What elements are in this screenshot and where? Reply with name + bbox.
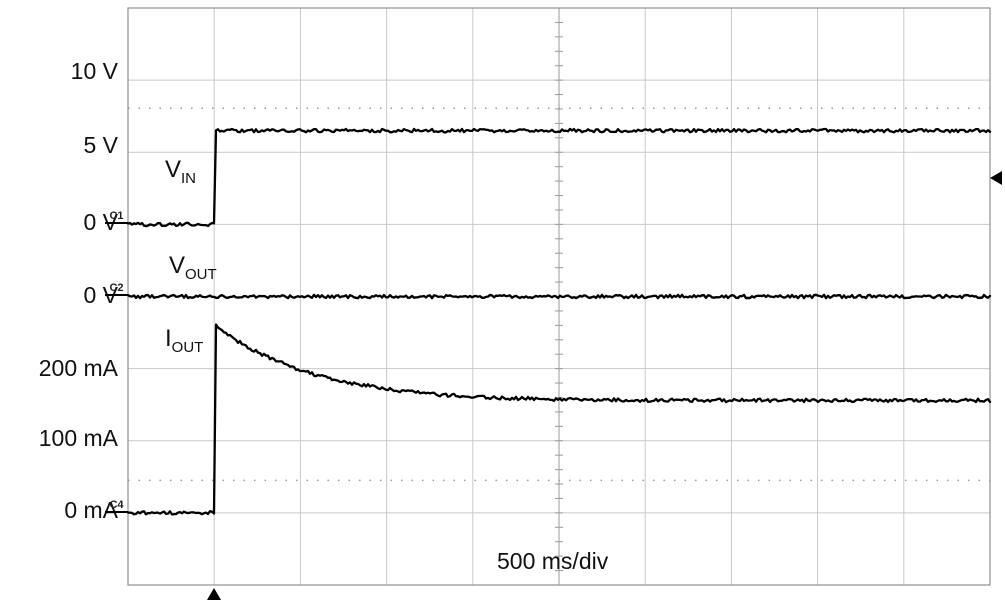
y-axis-label-10v: 10 V [70, 58, 118, 84]
trigger-level-arrow-icon [990, 171, 1002, 185]
channel-marker-c4: C4 [105, 499, 128, 513]
channel-marker-c1: C1 [105, 210, 128, 224]
trace-label-iout-main: I [165, 325, 172, 352]
trace-label-vin-sub: IN [181, 169, 197, 187]
y-axis-label-0v-c2: 0 V [83, 282, 118, 308]
y-axis-label-200ma: 200 mA [38, 355, 118, 381]
trace-label-vout-sub: OUT [185, 265, 217, 283]
trace-label-vin-main: V [165, 156, 182, 183]
trigger-position-arrow-icon [207, 588, 221, 600]
y-axis-label-5v: 5 V [83, 132, 118, 158]
trace-label-iout: IOUT [165, 325, 203, 362]
trace-label-vout-main: V [169, 252, 186, 279]
y-axis-label-0v-c1: 0 V [83, 209, 118, 235]
channel-marker-c2: C2 [105, 282, 128, 296]
y-axis-label-100ma: 100 mA [38, 425, 118, 451]
trace-label-vin: VIN [165, 156, 196, 193]
trace-label-iout-sub: OUT [171, 338, 204, 356]
y-axis-label-0ma: 0 mA [64, 497, 118, 523]
timebase-label: 500 ms/div [497, 548, 609, 574]
trace-label-vout: VOUT [169, 252, 217, 289]
